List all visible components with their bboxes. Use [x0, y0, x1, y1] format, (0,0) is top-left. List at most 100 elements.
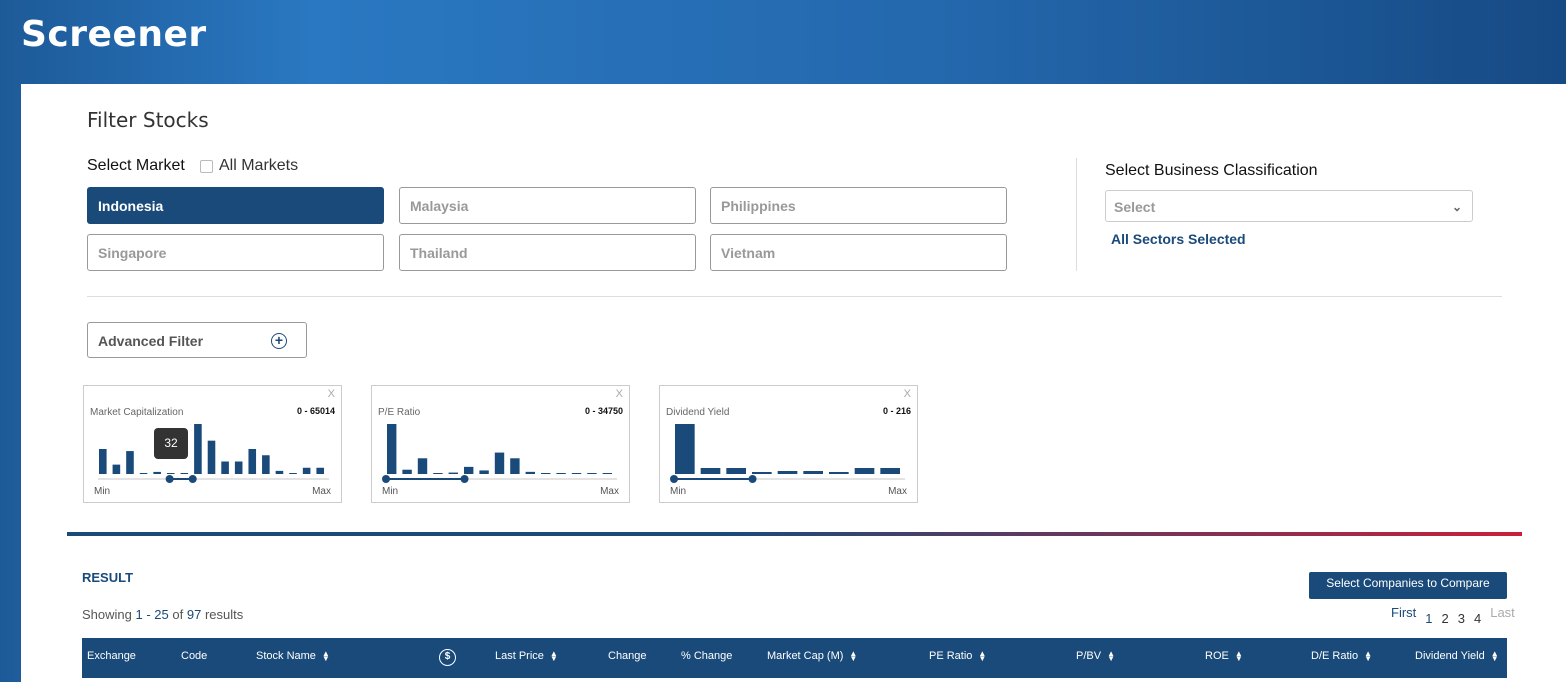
column-roe[interactable]: ROE ▲ ▼ — [1205, 649, 1243, 664]
column-de-ratio[interactable]: D/E Ratio ▲ ▼ — [1311, 649, 1372, 664]
column-label: Change — [608, 650, 647, 662]
column-pbv[interactable]: P/BV ▲ ▼ — [1076, 649, 1115, 664]
histogram-bar — [387, 424, 397, 474]
advanced-filter-button[interactable]: Advanced Filter + — [87, 322, 307, 358]
filter-panel: Filter Stocks Select Market All Markets … — [21, 84, 1566, 682]
slider-handle-max[interactable] — [188, 475, 197, 483]
currency-switch-icon[interactable]: $ — [439, 649, 456, 666]
column-label: ROE — [1205, 650, 1229, 662]
column-label: % Change — [681, 650, 733, 662]
showing-of: of — [172, 607, 184, 622]
filter-title: Filter Stocks — [87, 108, 209, 132]
vertical-divider — [1076, 158, 1077, 271]
column-label: P/BV — [1076, 650, 1102, 662]
page-link[interactable]: 4 — [1473, 611, 1482, 626]
histogram-bar — [289, 473, 297, 474]
column-label: D/E Ratio — [1311, 650, 1359, 662]
page-link[interactable]: 3 — [1457, 611, 1465, 626]
column-stock-name[interactable]: Stock Name ▲ ▼ — [256, 649, 330, 664]
all-markets-label: All Markets — [219, 157, 299, 174]
sort-icon[interactable]: ▲ ▼ — [1234, 649, 1243, 664]
plus-circle-icon[interactable]: + — [271, 333, 287, 349]
histogram-bar — [221, 461, 229, 474]
chevron-down-icon: ⌄ — [1451, 200, 1462, 214]
column-label: Stock Name — [256, 650, 316, 662]
result-heading: RESULT — [82, 570, 134, 585]
business-classification-select[interactable]: Select ⌄ — [1105, 190, 1473, 222]
sort-icon[interactable]: ▲ ▼ — [549, 649, 558, 664]
histogram-bar — [494, 452, 505, 474]
results-summary: Showing 1 - 25 of 97 results — [82, 607, 243, 622]
column-pe-ratio[interactable]: PE Ratio ▲ ▼ — [929, 649, 987, 664]
select-market-label: Select Market — [87, 157, 185, 174]
close-icon[interactable]: X — [903, 388, 911, 400]
histogram-chart[interactable] — [660, 386, 919, 504]
min-label: Min — [382, 486, 399, 497]
slider-handle-max[interactable] — [460, 475, 469, 483]
histogram-bar — [99, 449, 107, 474]
market-indonesia-button[interactable]: Indonesia — [87, 187, 384, 224]
all-markets-checkbox[interactable]: All Markets — [200, 157, 298, 175]
histogram-bar — [275, 470, 284, 474]
checkbox-icon[interactable] — [200, 159, 213, 173]
app-title: Screener — [21, 14, 207, 55]
pagination: First 1 2 3 4 Last — [1391, 605, 1515, 626]
market-singapore-button[interactable]: Singapore — [87, 234, 384, 271]
market-philippines-button[interactable]: Philippines — [710, 187, 1007, 224]
histogram-bar — [571, 473, 582, 474]
page-link[interactable]: 1 — [1425, 611, 1433, 626]
showing-range: 1 - 25 — [135, 607, 169, 622]
histogram-bar — [525, 471, 535, 474]
histogram-bar — [541, 473, 551, 474]
histogram-bar — [302, 467, 311, 474]
min-label: Min — [94, 486, 111, 497]
histogram-bar — [880, 468, 900, 474]
sectors-status: All Sectors Selected — [1111, 231, 1246, 247]
column-last-price[interactable]: Last Price ▲ ▼ — [495, 649, 558, 664]
histogram-bar — [510, 458, 520, 474]
column-change: Change — [608, 650, 647, 662]
histogram-bar — [112, 464, 121, 474]
slider-handle-max[interactable] — [748, 475, 757, 483]
histogram-chart[interactable] — [84, 386, 343, 504]
slider-handle-min[interactable] — [165, 475, 174, 483]
histogram-bar — [248, 449, 257, 474]
advanced-filter-label: Advanced Filter — [98, 333, 204, 349]
histogram-bar — [479, 470, 489, 474]
sort-icon[interactable]: ▲ ▼ — [1490, 649, 1499, 664]
histogram-bar — [234, 461, 243, 474]
max-label: Max — [600, 486, 619, 497]
histogram-bar — [803, 471, 823, 474]
sort-icon[interactable]: ▲ ▼ — [321, 649, 330, 664]
sort-icon[interactable]: ▲ ▼ — [1107, 649, 1115, 664]
page-link[interactable]: 2 — [1441, 611, 1449, 626]
histogram-bar — [700, 468, 721, 474]
page-last-link[interactable]: Last — [1490, 605, 1515, 620]
histogram-bar — [448, 472, 458, 474]
market-thailand-button[interactable]: Thailand — [399, 234, 696, 271]
market-malaysia-button[interactable]: Malaysia — [399, 187, 696, 224]
column-label: Last Price — [495, 650, 544, 662]
range-filter-pe-ratio: X P/E Ratio 0 - 34750 Min Max — [371, 385, 630, 503]
close-icon[interactable]: X — [615, 388, 623, 400]
sort-icon[interactable]: ▲ ▼ — [978, 649, 987, 664]
page-first-link[interactable]: First — [1391, 605, 1417, 620]
histogram-chart[interactable] — [372, 386, 631, 504]
compare-companies-button[interactable]: Select Companies to Compare — [1309, 572, 1507, 599]
column-exchange: Exchange — [87, 650, 136, 662]
slider-handle-min[interactable] — [382, 475, 390, 483]
close-icon[interactable]: X — [327, 388, 335, 400]
histogram-bar — [752, 472, 772, 474]
histogram-bar — [402, 469, 412, 474]
column-percent-change: % Change — [681, 650, 732, 662]
sort-icon[interactable]: ▲ ▼ — [1364, 649, 1372, 664]
histogram-bar — [433, 473, 443, 474]
slider-handle-min[interactable] — [670, 475, 678, 483]
column-dividend-yield[interactable]: Dividend Yield ▲ ▼ — [1415, 649, 1499, 664]
column-market-cap[interactable]: Market Cap (M) ▲ ▼ — [767, 649, 858, 664]
sort-icon[interactable]: ▲ ▼ — [849, 649, 858, 664]
histogram-bar — [316, 467, 324, 474]
market-vietnam-button[interactable]: Vietnam — [710, 234, 1007, 271]
histogram-bar — [262, 455, 270, 474]
range-filter-value: 0 - 34750 — [584, 406, 623, 416]
